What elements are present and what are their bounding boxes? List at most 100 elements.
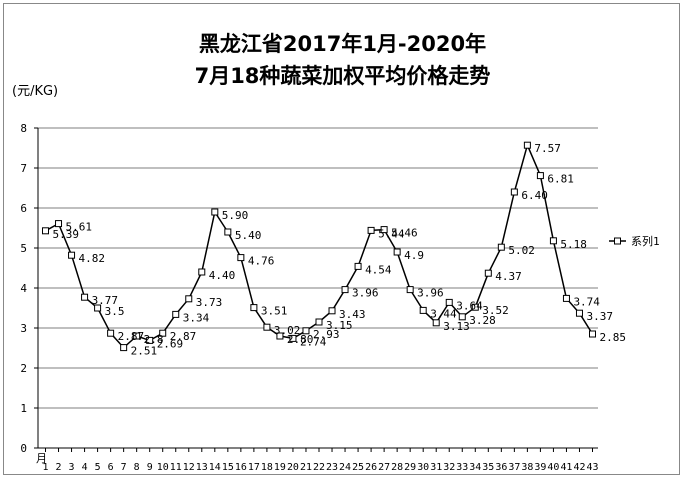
data-label: 2.93 (313, 328, 340, 341)
axes (34, 127, 598, 452)
data-label: 3.77 (92, 294, 119, 307)
x-tick-label: 22 (313, 462, 325, 473)
data-label: 2.69 (157, 337, 184, 350)
x-tick-label: 17 (248, 462, 260, 473)
x-tick-label: 27 (378, 462, 390, 473)
data-point-marker (484, 269, 492, 277)
data-point-marker (107, 329, 115, 337)
x-tick-label: 4 (82, 462, 88, 473)
data-point-marker (575, 309, 583, 317)
data-point-marker (159, 329, 167, 337)
x-tick-label: 7 (121, 462, 127, 473)
data-label: 6.40 (521, 189, 548, 202)
x-tick-label: 31 (430, 462, 442, 473)
data-point-marker (42, 227, 49, 235)
data-point-marker (536, 172, 544, 180)
legend-label: 系列1 (631, 234, 660, 248)
data-label: 3.52 (482, 304, 509, 317)
x-tick-label: 25 (352, 462, 364, 473)
x-tick-label: 41 (560, 462, 572, 473)
data-label: 3.28 (469, 314, 496, 327)
x-tick-label: 32 (443, 462, 455, 473)
x-tick-label: 23 (326, 462, 338, 473)
x-tick-label: 36 (495, 462, 507, 473)
y-tick-label: 5 (20, 242, 27, 255)
data-label: 2.80 (287, 333, 314, 346)
x-tick-label: 43 (587, 462, 599, 473)
data-label: 5.90 (222, 209, 249, 222)
data-point-marker (549, 237, 557, 245)
data-label: 5.02 (508, 244, 535, 257)
chart-title-line-1: 黑龙江省2017年1月-2020年 (198, 32, 487, 56)
x-tick-label: 14 (209, 462, 221, 473)
data-label: 2.85 (600, 331, 627, 344)
x-tick-label: 8 (134, 462, 140, 473)
data-point-marker (146, 336, 154, 344)
data-label: 2.8 (144, 333, 164, 346)
data-point-marker (120, 344, 128, 352)
data-point-marker (211, 208, 219, 216)
data-label: 5.39 (53, 228, 80, 241)
x-tick-label: 5 (95, 462, 101, 473)
data-point-marker (497, 243, 505, 251)
data-label: 3.13 (443, 320, 470, 333)
data-point-marker (315, 318, 323, 326)
x-tick-label: 10 (157, 462, 169, 473)
data-label: 3.02 (274, 324, 301, 337)
data-point-marker (81, 293, 89, 301)
y-tick-label: 6 (20, 202, 27, 215)
x-tick-label: 38 (521, 462, 533, 473)
data-point-marker (94, 304, 102, 312)
data-point-marker (250, 304, 258, 312)
y-tick-label: 7 (20, 162, 27, 175)
data-point-marker (406, 286, 414, 294)
x-tick-label: 42 (573, 462, 585, 473)
y-tick-label: 1 (20, 402, 27, 415)
x-tick-label: 29 (404, 462, 416, 473)
x-tick-label: 28 (391, 462, 403, 473)
x-tick-label: 24 (339, 462, 351, 473)
y-tick-label: 2 (20, 362, 27, 375)
data-point-marker (562, 294, 570, 302)
x-tick-label: 12 (183, 462, 195, 473)
x-tick-label: 21 (300, 462, 312, 473)
data-label: 3.74 (573, 295, 600, 308)
data-point-marker (55, 220, 63, 228)
series-line-group: 5.395.614.823.773.52.872.512.82.692.873.… (42, 141, 627, 358)
data-label: 3.37 (586, 310, 613, 323)
data-point-marker (133, 332, 141, 340)
data-point-marker (589, 330, 596, 338)
x-tick-label: 19 (274, 462, 286, 473)
data-point-marker (276, 332, 284, 340)
data-point-marker (224, 228, 232, 236)
data-label: 4.76 (248, 255, 275, 268)
x-tick-label: 11 (170, 462, 182, 473)
data-point-marker (263, 323, 271, 331)
data-point-marker (471, 303, 479, 311)
x-tick-label: 1 (43, 462, 49, 473)
chart-frame (3, 3, 680, 475)
x-tick-label: 3 (69, 462, 75, 473)
data-label: 2.51 (131, 345, 158, 358)
data-point-marker (445, 298, 453, 306)
chart-title-line-2: 7月18种蔬菜加权平均价格走势 (194, 64, 491, 88)
data-point-marker (328, 307, 336, 315)
legend: 系列1 (609, 234, 660, 248)
data-label: 2.87 (118, 330, 145, 343)
data-point-marker (289, 334, 297, 342)
y-axis-unit-label: (元/KG) (12, 84, 59, 99)
data-point-marker (237, 254, 245, 262)
data-label: 3.43 (339, 308, 366, 321)
data-label: 3.73 (196, 296, 223, 309)
x-tick-label: 30 (417, 462, 429, 473)
data-label: 3.15 (326, 319, 353, 332)
data-point-marker (367, 226, 375, 234)
data-label: 4.54 (365, 263, 392, 276)
data-point-marker (172, 310, 180, 318)
data-label: 4.82 (79, 252, 106, 265)
data-point-marker (185, 295, 193, 303)
legend-marker (614, 237, 621, 245)
x-tick-label: 2 (56, 462, 62, 473)
data-point-marker (68, 251, 76, 259)
data-label: 4.9 (404, 249, 424, 262)
